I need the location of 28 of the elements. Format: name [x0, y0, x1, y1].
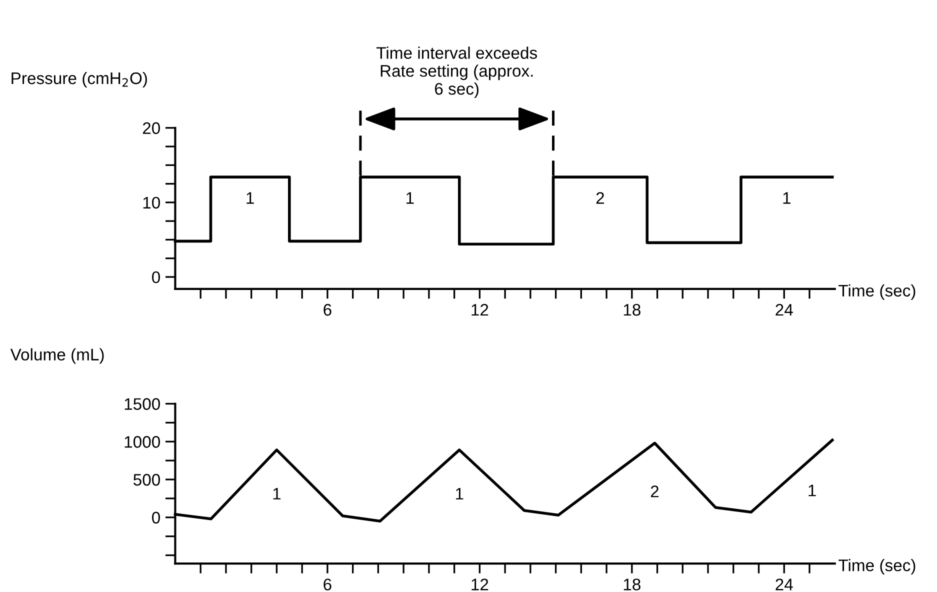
y-tick-label: 0	[152, 512, 160, 524]
x-tick-label: 18	[624, 578, 640, 590]
x-tick-label: 24	[776, 304, 793, 316]
annotation: 2	[650, 486, 659, 498]
y-tick-label: 20	[142, 122, 160, 134]
annotation: 1	[406, 192, 414, 204]
x-tick-label: 12	[472, 304, 488, 316]
y-tick-label: 1000	[124, 436, 160, 448]
y-tick-label: 1500	[124, 398, 160, 410]
text: Time interval exceeds Rate setting (approx. 6 sec)	[376, 46, 537, 98]
x-axis-title: Time (sec)	[838, 284, 916, 300]
annotation: 1	[808, 484, 816, 496]
x-tick-label: 24	[776, 578, 793, 590]
x-tick-label: 6	[324, 304, 332, 316]
y-tick-label: 0	[152, 271, 160, 284]
annotation: 1	[783, 192, 790, 204]
y-axis-title: Pressure (cmH$_{2}$O)	[12, 72, 147, 88]
annotation: 2	[596, 192, 604, 204]
annotation: 1	[273, 488, 281, 500]
y-tick-label: 500	[134, 474, 160, 486]
x-tick-label: 6	[324, 578, 332, 590]
y-tick-label: 10	[143, 196, 160, 209]
annotation: 1	[246, 192, 254, 204]
x-axis-title: Time (sec)	[838, 559, 916, 575]
y-axis-title: Volume (mL)	[10, 348, 104, 364]
annotation: 1	[456, 488, 464, 500]
x-tick-label: 12	[472, 578, 488, 590]
x-tick-label: 18	[624, 304, 640, 316]
